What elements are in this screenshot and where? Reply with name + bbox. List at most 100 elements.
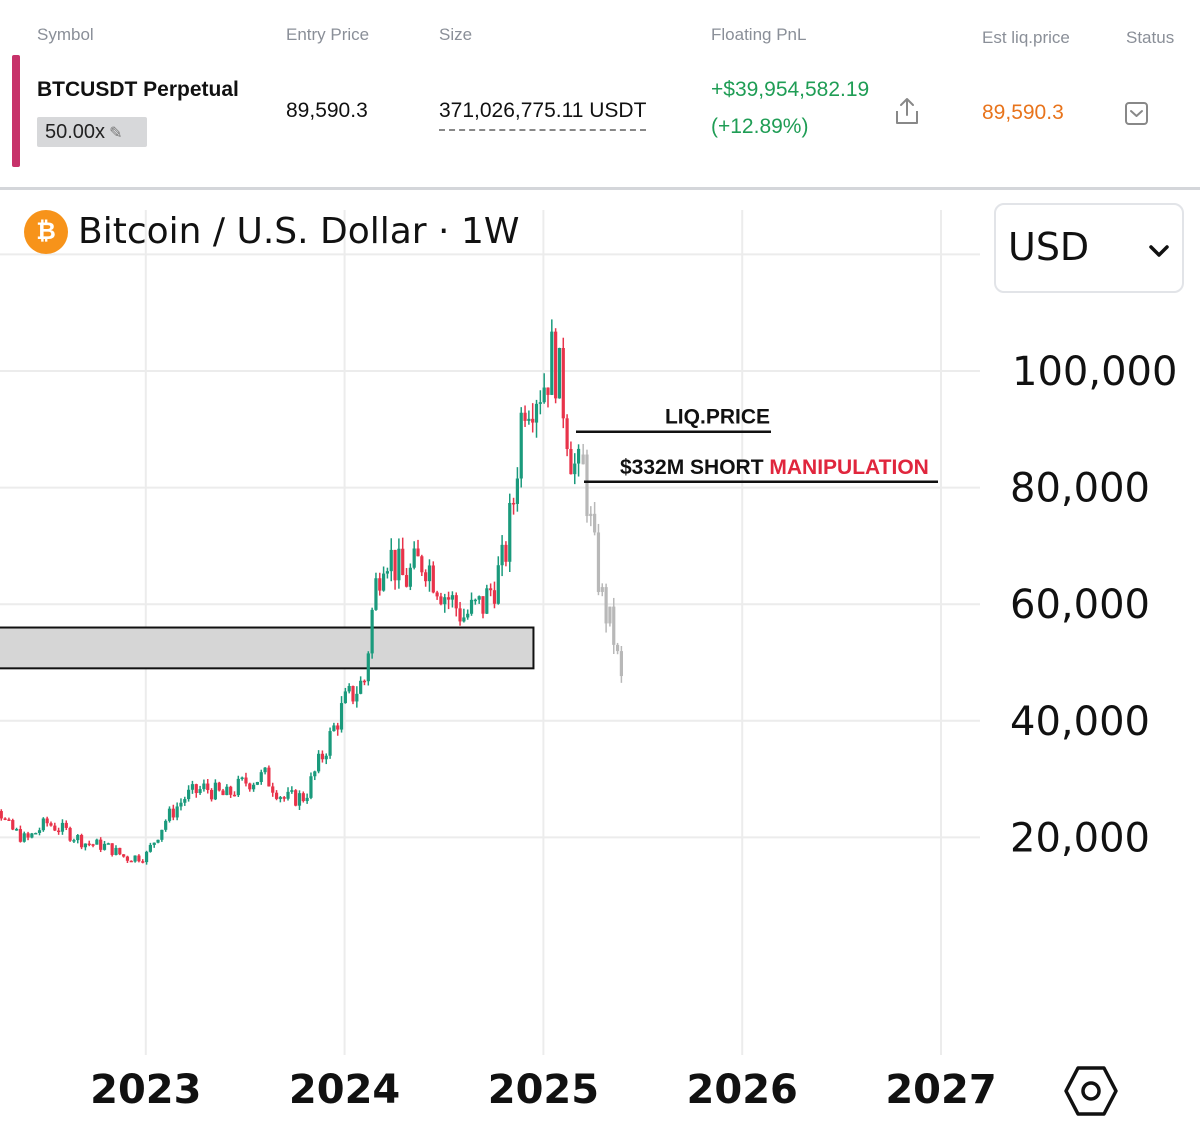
candle-body — [336, 725, 340, 730]
candle-body — [30, 833, 34, 838]
candle-body — [183, 799, 187, 803]
candle-body — [194, 784, 198, 794]
candle-body — [286, 791, 290, 799]
candle-body — [546, 387, 550, 395]
candle-body — [274, 792, 279, 799]
candle-body — [164, 820, 168, 830]
candle-body — [408, 567, 412, 587]
candle-body — [309, 776, 313, 798]
candle-body — [118, 847, 122, 855]
currency-selector[interactable]: USD — [994, 203, 1184, 293]
candle-body — [573, 463, 577, 475]
y-tick-label: 20,000 — [1010, 815, 1150, 861]
header-floating-pnl: Floating PnL — [711, 25, 807, 44]
candle-body — [252, 784, 256, 790]
candle-body — [619, 651, 623, 677]
candle-body — [576, 448, 581, 464]
chart-settings-icon[interactable] — [1064, 1064, 1118, 1118]
candle-body — [244, 777, 248, 784]
candle-body — [49, 823, 53, 826]
candle-body — [53, 825, 57, 831]
candle-body — [125, 856, 130, 861]
candle-body — [129, 860, 133, 863]
candle-body — [557, 348, 562, 399]
candle-body — [446, 597, 451, 600]
candle-body — [458, 608, 462, 622]
candle-body — [313, 771, 317, 777]
candle-body — [106, 843, 110, 845]
candle-body — [7, 819, 11, 821]
candle-body — [523, 412, 527, 421]
candle-body — [412, 548, 416, 568]
candle-body — [64, 822, 68, 828]
candle-body — [34, 832, 38, 835]
candle-body — [389, 549, 393, 572]
candle-body — [3, 818, 7, 820]
candle-body — [114, 847, 118, 855]
candle-body — [133, 855, 137, 862]
candle-body — [355, 693, 359, 702]
candle-body — [420, 556, 424, 573]
x-tick-label: 2026 — [687, 1067, 798, 1113]
candle-body — [332, 725, 336, 732]
x-tick-label: 2027 — [885, 1067, 996, 1113]
candle-body — [538, 402, 542, 404]
candle-body — [531, 418, 535, 423]
candle-body — [248, 783, 252, 790]
candle-body — [600, 587, 604, 592]
candle-body — [466, 613, 470, 618]
candle-body — [489, 588, 493, 591]
chevron-down-box-icon[interactable] — [1124, 101, 1149, 126]
candle-body — [76, 835, 80, 841]
header-status: Status — [1126, 28, 1175, 47]
candle-body — [41, 818, 45, 831]
candle-body — [519, 412, 523, 479]
candle-body — [18, 829, 23, 842]
candle-body — [339, 703, 344, 730]
candle-body — [72, 840, 76, 842]
candle-body — [550, 331, 554, 395]
price-chart[interactable]: 120,000100,00080,00060,00040,00020,00020… — [0, 190, 1200, 1138]
candle-body — [144, 851, 149, 863]
candle-body — [267, 767, 271, 787]
candle-body — [263, 767, 267, 773]
candle-body — [282, 797, 286, 799]
candle-body — [79, 835, 84, 848]
candle-body — [612, 606, 616, 645]
share-icon[interactable] — [893, 96, 921, 126]
chevron-down-icon — [1149, 245, 1169, 257]
candle-body — [477, 596, 481, 600]
short-label: $332M SHORT — [620, 456, 769, 479]
candle-body — [167, 808, 172, 821]
candle-body — [596, 532, 601, 592]
candle-body — [83, 843, 87, 848]
y-tick-label: 60,000 — [1010, 582, 1150, 628]
candle-body — [171, 808, 175, 818]
short-manipulation-label: $332M SHORT MANIPULATION — [620, 456, 929, 479]
liq-price-label: LIQ.PRICE — [665, 406, 770, 429]
candle-body — [95, 839, 99, 845]
candle-body — [504, 544, 508, 562]
leverage-badge[interactable]: 50.00x ✎ — [37, 117, 147, 147]
candle-body — [209, 789, 214, 800]
candle-body — [202, 783, 206, 790]
candle-body — [0, 811, 3, 819]
candle-body — [604, 587, 608, 624]
chart-title: Bitcoin / U.S. Dollar · 1W — [78, 211, 520, 252]
candle-body — [359, 680, 363, 694]
candle-body — [343, 691, 347, 704]
size-value[interactable]: 371,026,775.11 USDT — [439, 99, 647, 131]
candle-body — [511, 502, 516, 505]
candle-body — [527, 418, 531, 421]
candle-body — [362, 680, 367, 683]
candle-body — [305, 797, 309, 802]
candle-body — [492, 590, 497, 604]
candle-body — [290, 790, 294, 792]
candle-body — [229, 786, 233, 795]
candle-body — [198, 789, 202, 794]
candle-body — [11, 820, 15, 830]
symbol-name[interactable]: BTCUSDT Perpetual — [37, 78, 239, 101]
candle-body — [152, 842, 156, 845]
candle-body — [473, 599, 477, 602]
currency-value: USD — [1008, 225, 1090, 269]
